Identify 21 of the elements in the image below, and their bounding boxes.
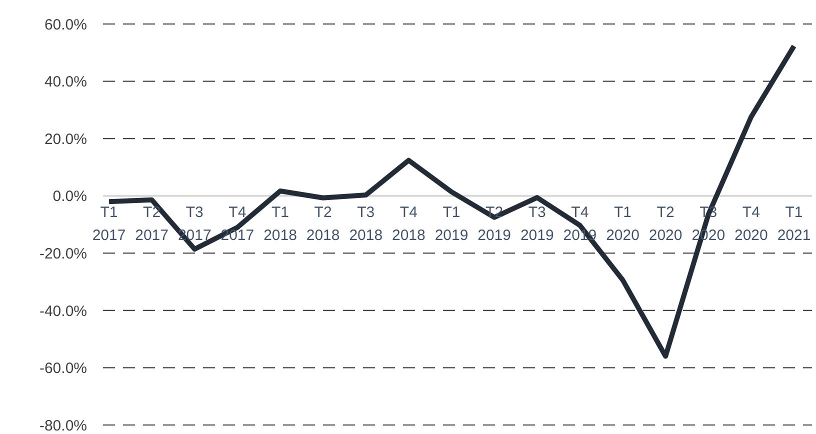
x-tick-label: T3 2019 xyxy=(520,204,554,244)
x-tick-label: T4 2017 xyxy=(220,204,254,244)
x-tick-label: T2 2017 xyxy=(135,204,168,244)
x-tick-label: T3 2018 xyxy=(349,204,383,244)
x-tick-label: T1 2019 xyxy=(434,204,468,244)
x-tick-label: T2 2018 xyxy=(306,204,340,244)
x-tick-label: T2 2020 xyxy=(648,204,682,244)
y-tick-label: 0.0% xyxy=(52,188,87,206)
x-tick-label: T1 2020 xyxy=(606,204,640,244)
y-tick-label: 40.0% xyxy=(44,74,87,91)
x-tick-label: T4 2018 xyxy=(392,204,426,244)
x-tick-label: T1 2021 xyxy=(777,204,811,244)
y-tick-label: -40.0% xyxy=(39,302,87,320)
x-tick-label: T1 2017 xyxy=(92,204,126,244)
y-tick-label: 20.0% xyxy=(44,130,87,148)
x-tick-label: T1 2018 xyxy=(264,204,297,244)
y-tick-label: -80.0% xyxy=(39,417,87,434)
y-tick-label: -60.0% xyxy=(39,360,87,378)
x-tick-label: T4 2020 xyxy=(734,204,768,244)
y-tick-label: -20.0% xyxy=(39,245,87,262)
y-tick-label: 60.0% xyxy=(44,16,87,34)
